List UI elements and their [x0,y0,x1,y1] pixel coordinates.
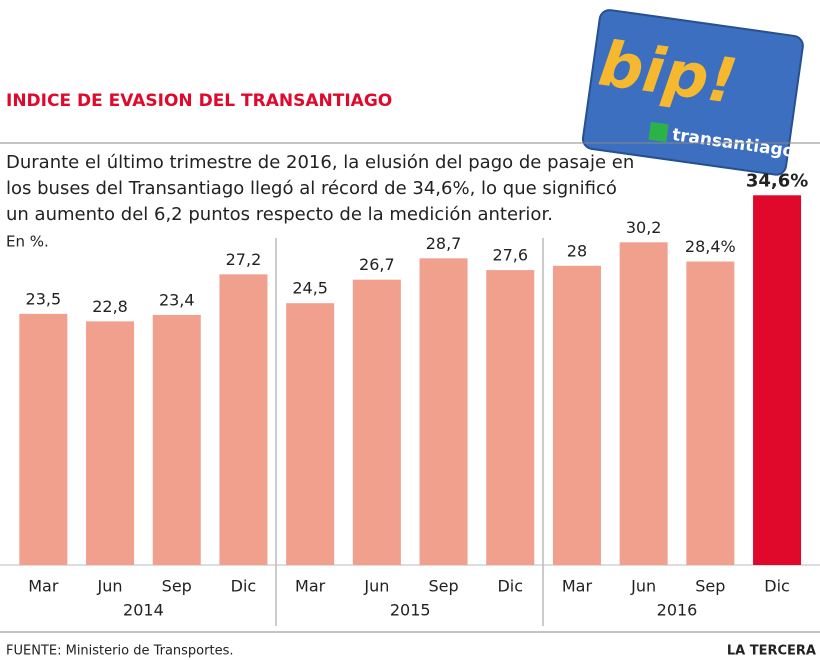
bar [619,242,668,565]
bar [286,303,335,565]
value-label: 24,5 [292,279,328,298]
subtitle-line: los buses del Transantiago llegó al réco… [6,178,617,199]
x-tick-label: Sep [695,577,725,596]
value-label: 28,4% [685,237,736,256]
year-label: 2014 [123,601,164,620]
bar [19,313,68,565]
source: FUENTE: Ministerio de Transportes. [6,644,233,659]
value-label: 23,4 [159,290,195,309]
value-label: 22,8 [92,297,128,316]
x-tick-label: Dic [764,577,790,596]
bar [219,274,268,565]
bar [86,321,135,565]
chart-title: INDICE DE EVASION DEL TRANSANTIAGO [6,91,392,111]
unit-label: En %. [6,233,49,251]
x-tick-label: Sep [428,577,458,596]
value-label: 34,6% [746,170,808,191]
x-tick-label: Sep [162,577,192,596]
card-icon [648,121,669,143]
value-label: 26,7 [359,255,395,274]
x-tick-label: Dic [497,577,523,596]
value-label: 30,2 [626,218,662,237]
value-label: 28 [567,241,587,260]
bar [352,279,401,565]
card-body [581,9,804,176]
year-label: 2016 [657,601,698,620]
value-label: 27,6 [492,246,528,265]
year-label: 2015 [390,601,431,620]
x-tick-label: Jun [97,577,123,596]
value-label: 27,2 [226,250,262,269]
value-label: 23,5 [26,289,62,308]
subtitle-line: Durante el último trimestre de 2016, la … [6,152,634,173]
bar [552,265,601,565]
x-tick-label: Dic [231,577,257,596]
brand: LA TERCERA [727,644,816,659]
x-tick-label: Mar [28,577,59,596]
bar [152,314,201,565]
x-tick-label: Jun [363,577,389,596]
bar [686,261,735,565]
subtitle-line: un aumento del 6,2 puntos respecto de la… [6,204,553,225]
x-tick-label: Mar [562,577,593,596]
x-tick-label: Jun [630,577,656,596]
bar [753,195,802,565]
x-tick-label: Mar [295,577,326,596]
bar [486,270,535,565]
value-label: 28,7 [426,234,462,253]
bar [419,258,468,565]
